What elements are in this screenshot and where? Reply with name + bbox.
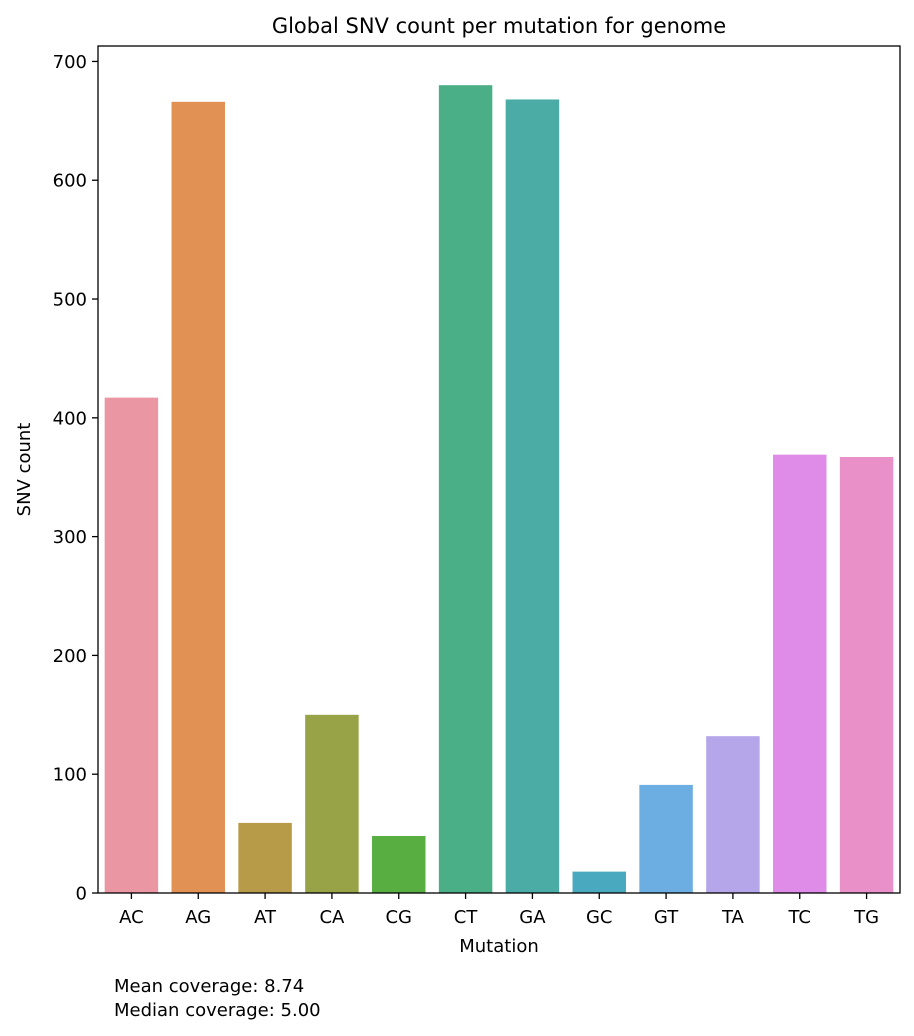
- y-tick-label: 100: [53, 765, 87, 786]
- y-axis-label: SNV count: [14, 423, 35, 517]
- y-tick-label: 400: [53, 408, 87, 429]
- x-axis-label: Mutation: [459, 936, 539, 957]
- axes-layer: [97, 45, 901, 894]
- y-tick-label: 500: [53, 290, 87, 311]
- x-tick-label-ac: AC: [119, 907, 144, 928]
- bar-ct: [438, 85, 493, 893]
- bar-gt: [639, 784, 693, 893]
- bar-tg: [839, 457, 894, 893]
- x-tick-label-ag: AG: [185, 907, 211, 928]
- y-tick-label: 300: [53, 527, 87, 548]
- x-tick-label-tg: TG: [853, 907, 879, 928]
- x-tick-label-tc: TC: [787, 907, 811, 928]
- bar-ta: [706, 736, 760, 893]
- x-tick-label-ca: CA: [319, 907, 345, 928]
- y-tick-label: 700: [53, 52, 87, 73]
- x-tick-label-at: AT: [254, 907, 277, 928]
- bar-tc: [773, 454, 827, 893]
- bar-gc: [572, 871, 626, 893]
- coverage-notes: Mean coverage: 8.74 Median coverage: 5.0…: [114, 975, 321, 1023]
- bar-ca: [305, 714, 359, 893]
- bar-ga: [505, 99, 560, 893]
- plot-frame: [97, 45, 901, 894]
- bars-layer: [104, 85, 894, 893]
- x-tick-label-gc: GC: [586, 907, 613, 928]
- y-tick-label: 0: [76, 884, 87, 905]
- bar-at: [238, 822, 292, 893]
- x-tick-label-ga: GA: [519, 907, 546, 928]
- x-tick-label-gt: GT: [654, 907, 679, 928]
- x-tick-label-ct: CT: [454, 907, 479, 928]
- bar-cg: [372, 835, 426, 893]
- x-tick-label-cg: CG: [385, 907, 412, 928]
- y-tick-label: 200: [53, 646, 87, 667]
- bar-ac: [104, 397, 159, 893]
- y-tick-label: 600: [53, 171, 87, 192]
- median-coverage-text: Median coverage: 5.00: [114, 1000, 321, 1021]
- x-tick-label-ta: TA: [721, 907, 745, 928]
- bar-ag: [171, 101, 225, 893]
- chart-title: Global SNV count per mutation for genome: [272, 14, 726, 38]
- ticks-layer: 0 100 200 300 400 500 600 700 AC AG AT CA CG CT GA GC GT…: [53, 52, 879, 928]
- mean-coverage-text: Mean coverage: 8.74: [114, 976, 305, 997]
